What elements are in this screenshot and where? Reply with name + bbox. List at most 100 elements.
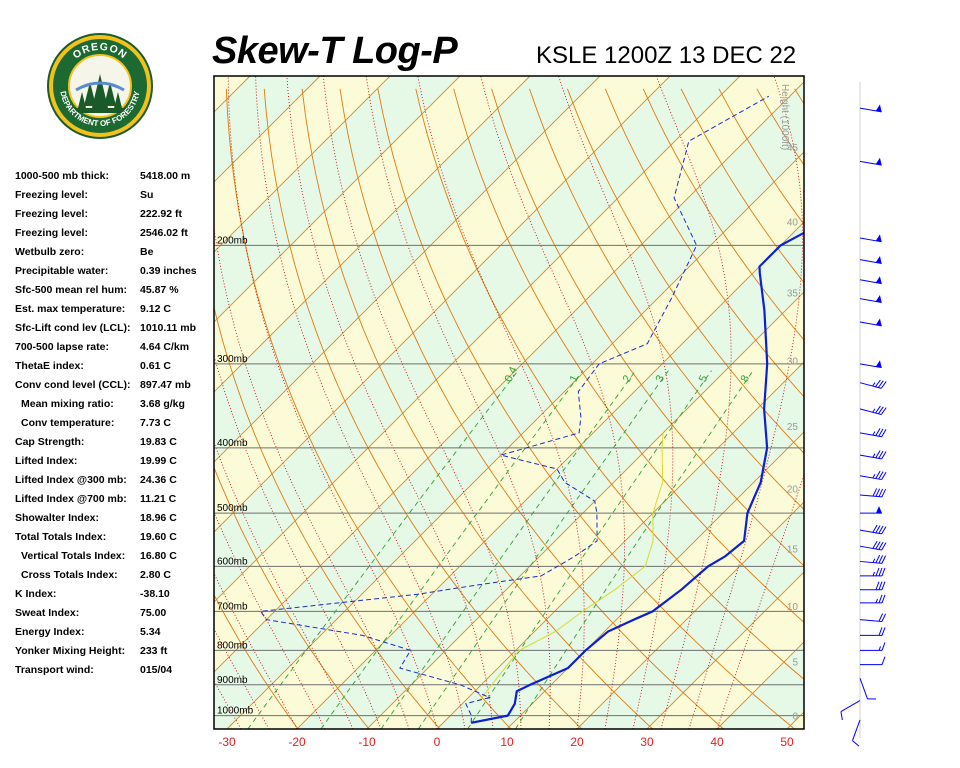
- wind-barb: [860, 627, 886, 636]
- wind-barb-feather: [877, 380, 884, 388]
- wind-barb-flag: [875, 234, 882, 242]
- index-value: 9.12 C: [140, 303, 171, 315]
- temperature-band: [857, 76, 960, 729]
- wind-barb-feather: [875, 554, 881, 564]
- index-row: Sfc-Lift cond lev (LCL): 1010.11 mb: [15, 320, 215, 339]
- dry-adiabat: [415, 88, 804, 680]
- oregon-forestry-logo: OREGON DEPARTMENT OF FORESTRY: [46, 32, 154, 140]
- index-value: 0.39 inches: [140, 265, 197, 277]
- isotherm-line: [214, 76, 531, 393]
- wind-barb-feather: [880, 381, 887, 389]
- height-tick-label: 20: [787, 484, 799, 495]
- index-label: Precipitable water:: [15, 265, 109, 277]
- index-row: Transport wind: 015/04: [15, 662, 215, 681]
- wind-barb: [859, 524, 887, 535]
- wind-barb-feather: [878, 525, 884, 534]
- temperature-band: [214, 82, 804, 729]
- wind-barb: [852, 719, 861, 747]
- wind-barb-feather: [878, 471, 884, 480]
- wind-barb-staff: [859, 382, 882, 389]
- index-value: 2.80 C: [140, 569, 171, 581]
- height-tick-label: 0: [792, 711, 798, 722]
- wind-barb: [860, 506, 882, 514]
- height-tick-label: 5: [792, 658, 798, 669]
- index-label: 1000-500 mb thick:: [15, 170, 109, 182]
- index-row: 700-500 lapse rate: 4.64 C/km: [15, 339, 215, 358]
- index-row: Precipitable water: 0.39 inches: [15, 263, 215, 282]
- wind-barb-feather: [881, 581, 886, 590]
- index-row: Lifted Index @300 mb: 24.36 C: [15, 472, 215, 491]
- wind-barb: [860, 567, 886, 577]
- dry-adiabat: [377, 88, 795, 729]
- index-value: 897.47 mb: [140, 379, 191, 391]
- wind-barb-staff: [859, 279, 882, 285]
- dry-adiabat: [214, 593, 299, 729]
- wind-barb-feather: [875, 541, 881, 550]
- index-label: Vertical Totals Index:: [21, 550, 126, 562]
- index-value: 222.92 ft: [140, 208, 183, 220]
- moist-adiabat: [214, 225, 410, 729]
- wind-barb-half-feather: [872, 558, 876, 563]
- wind-barb-staff: [859, 237, 882, 243]
- index-row: Freezing level: Su: [15, 187, 215, 206]
- index-label: Freezing level:: [15, 227, 88, 239]
- wind-barb-feather: [881, 594, 886, 604]
- index-row: Lifted Index @700 mb: 11.21 C: [15, 491, 215, 510]
- mixing-ratio-line: [515, 370, 754, 729]
- index-label: Mean mixing ratio:: [21, 398, 114, 410]
- x-tick-label: -20: [288, 735, 306, 749]
- index-row: Conv cond level (CCL): 897.47 mb: [15, 377, 215, 396]
- pressure-label: 400mb: [217, 438, 248, 449]
- wind-barb: [859, 318, 882, 327]
- dry-adiabat: [225, 88, 512, 729]
- wind-barb-flag: [875, 360, 882, 368]
- index-value: Su: [140, 189, 154, 201]
- wind-barb-staff: [859, 545, 882, 551]
- wind-barb-staff: [859, 432, 882, 438]
- wind-barb-feather: [878, 541, 884, 550]
- index-label: Cross Totals Index:: [21, 569, 118, 581]
- x-tick-label: 10: [500, 735, 514, 749]
- wind-barb-feather: [878, 488, 884, 497]
- mixing-ratio-line: [320, 370, 584, 729]
- index-row: Wetbulb zero: Be: [15, 244, 215, 263]
- temperature-band: [214, 76, 804, 672]
- isotherm-line: [214, 76, 391, 253]
- wind-barb-staff: [859, 529, 882, 535]
- wind-barb-half-feather: [875, 598, 878, 604]
- x-tick-label: 30: [640, 735, 654, 749]
- index-row: Cross Totals Index: 2.80 C: [15, 567, 215, 586]
- index-row: Est. max temperature: 9.12 C: [15, 301, 215, 320]
- index-value: 015/04: [140, 664, 173, 676]
- index-label: Sfc-500 mean rel hum:: [15, 284, 128, 296]
- index-row: Sfc-500 mean rel hum: 45.87 %: [15, 282, 215, 301]
- wind-barb-feather: [875, 567, 880, 577]
- wind-barb-feather: [877, 406, 884, 415]
- index-label: Conv temperature:: [21, 417, 115, 429]
- height-axis-title: Height (1000ft): [779, 84, 790, 150]
- wind-barb-feather: [852, 740, 860, 747]
- wind-barb-feather: [881, 542, 887, 551]
- wind-barb-staff: [859, 160, 882, 166]
- index-value: 19.83 C: [140, 436, 177, 448]
- wind-barb-flag: [876, 506, 882, 514]
- wind-barb-staff: [840, 700, 861, 713]
- isotherm-line: [296, 221, 804, 729]
- index-label: ThetaE index:: [15, 360, 84, 372]
- pressure-label: 900mb: [217, 675, 248, 686]
- wind-barb-staff: [859, 321, 882, 327]
- dry-adiabat: [794, 88, 804, 105]
- x-tick-label: 0: [434, 735, 441, 749]
- isotherm-line: [214, 81, 804, 673]
- dry-adiabat: [453, 88, 804, 623]
- isotherm-line: [857, 76, 960, 729]
- index-value: 5418.00 m: [140, 170, 191, 182]
- wind-barb-feather: [878, 555, 884, 564]
- wind-barb: [859, 428, 887, 438]
- index-label: Est. max temperature:: [15, 303, 126, 315]
- height-tick-label: 10: [787, 602, 799, 613]
- wind-barb-feather: [878, 613, 884, 622]
- temperature-band: [787, 712, 804, 729]
- wind-barb-staff: [859, 298, 882, 303]
- index-value: -38.10: [140, 588, 170, 600]
